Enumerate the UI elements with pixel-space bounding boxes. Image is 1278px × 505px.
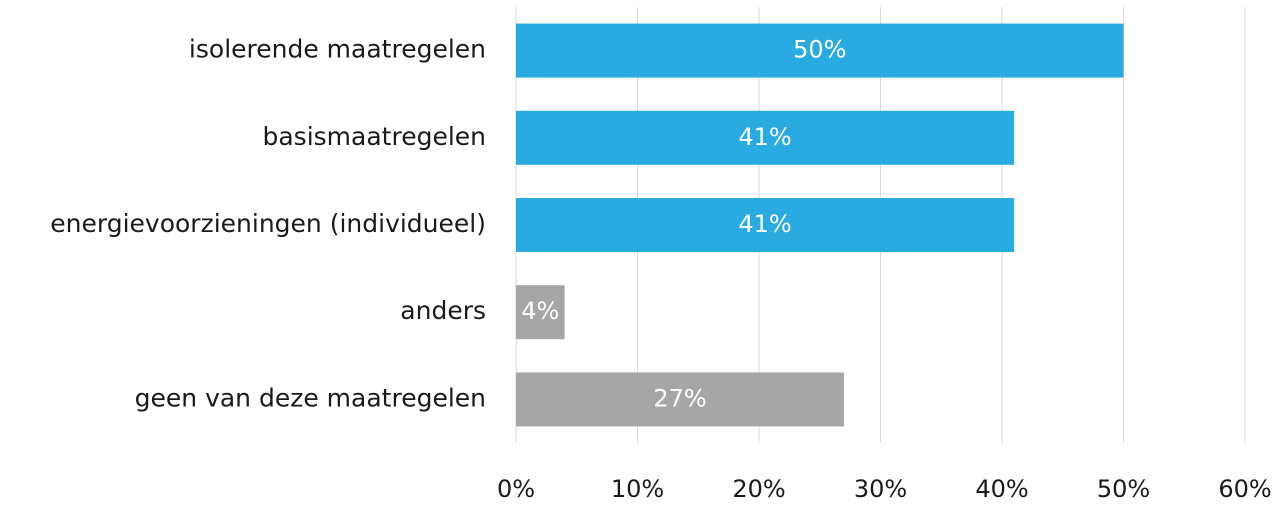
x-tick-label: 50% (1097, 475, 1150, 501)
data-label: 4% (521, 297, 559, 325)
x-tick-label: 0% (497, 475, 535, 501)
data-label: 41% (738, 123, 791, 151)
x-tick-label: 60% (1218, 475, 1271, 501)
data-label: 27% (653, 384, 706, 412)
x-tick-label: 10% (611, 475, 664, 501)
x-tick-label: 30% (854, 475, 907, 501)
category-label: anders (400, 296, 486, 325)
x-tick-label: 20% (732, 475, 785, 501)
bar (516, 285, 565, 340)
bar (516, 372, 845, 427)
data-label: 41% (738, 210, 791, 238)
category-label: basismaatregelen (262, 122, 486, 151)
data-label: 50% (793, 36, 846, 64)
category-label: isolerende maatregelen (189, 35, 486, 64)
category-label: energievoorzieningen (individueel) (50, 209, 486, 238)
bar (516, 198, 1015, 252)
x-tick-label: 40% (975, 475, 1028, 501)
bar (516, 110, 1015, 165)
category-label: geen van deze maatregelen (135, 383, 486, 412)
bar (516, 23, 1124, 78)
